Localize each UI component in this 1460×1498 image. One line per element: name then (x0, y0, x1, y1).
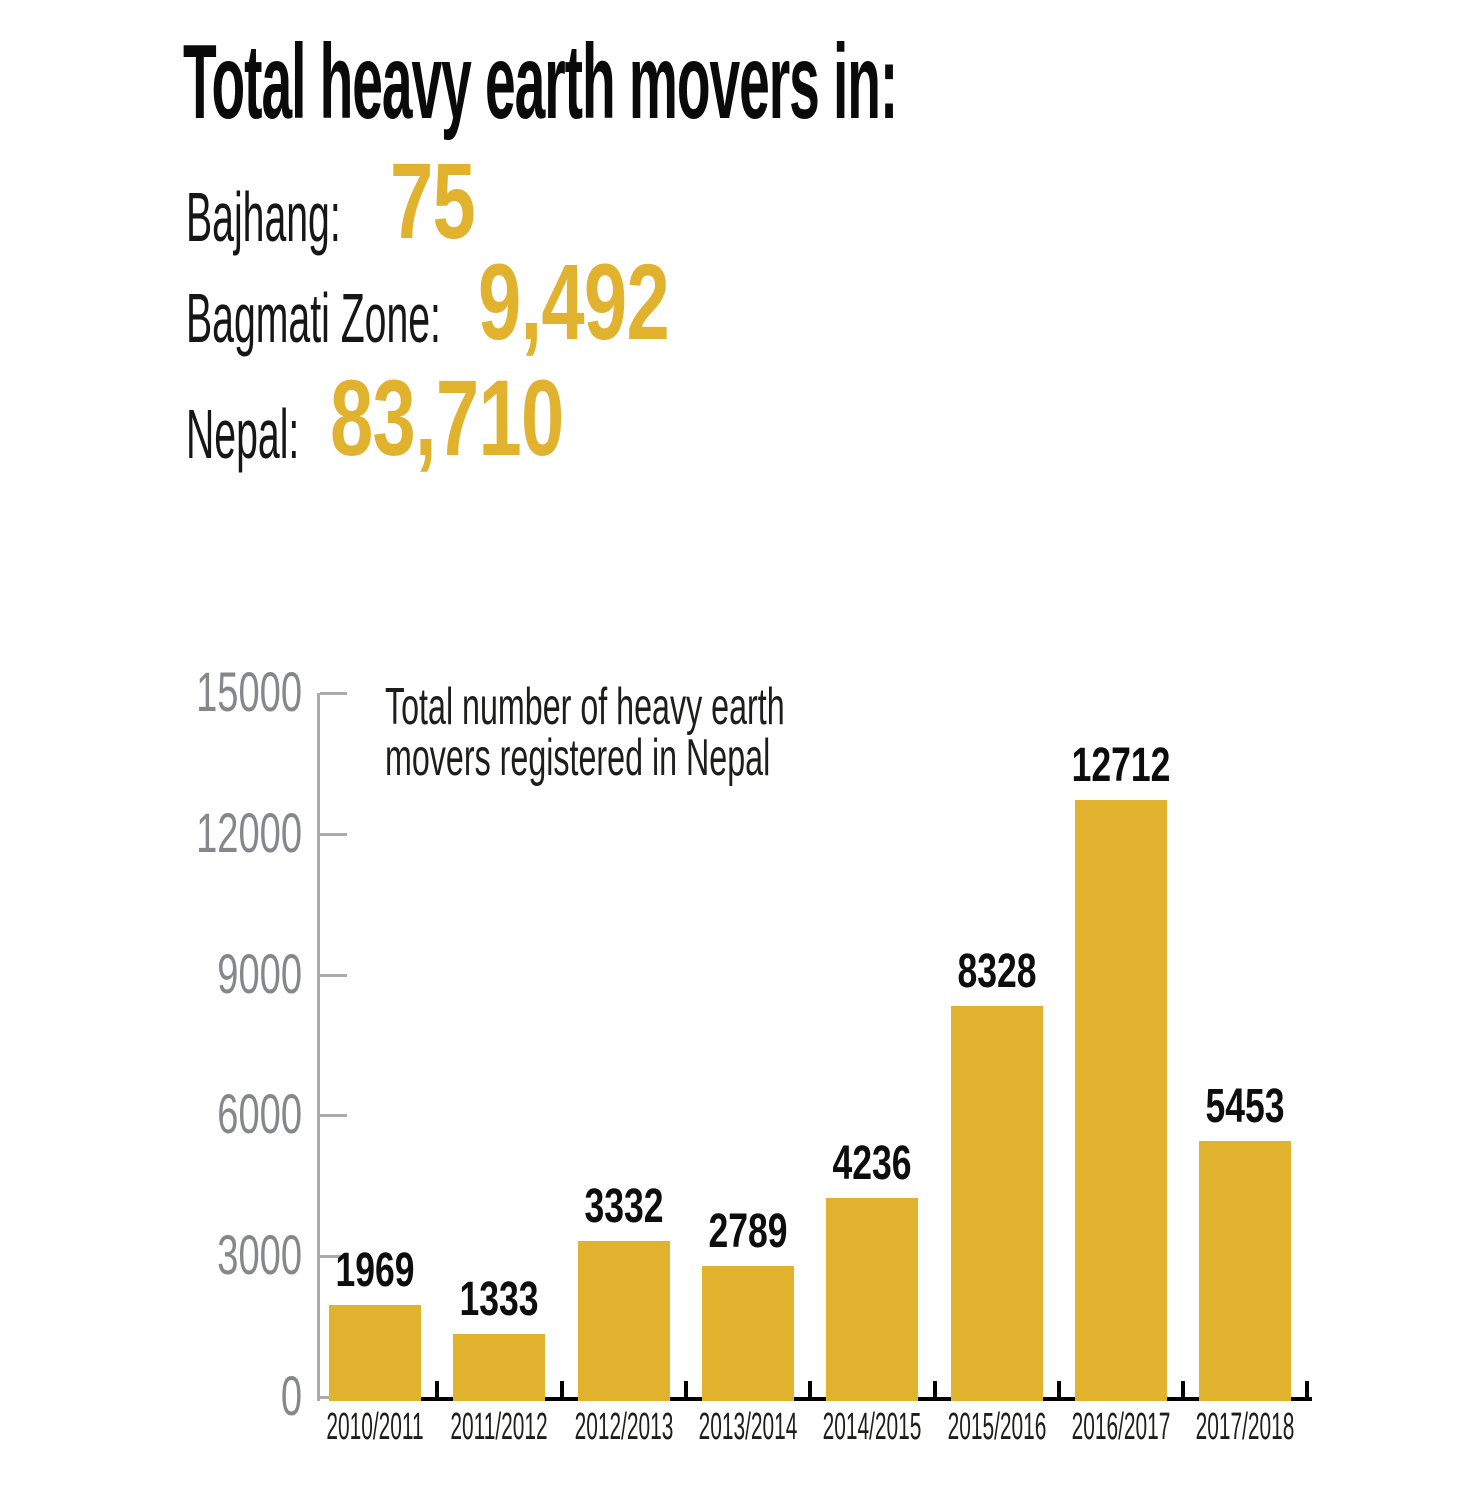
x-axis-tick-label: 2013/2014 (698, 1406, 798, 1448)
bar-value-label: 2789 (708, 1205, 788, 1259)
bar (702, 1266, 795, 1401)
y-axis-tick-label: 3000 (217, 1223, 302, 1287)
bar-value-label: 1969 (335, 1243, 415, 1297)
bar-value-label: 1333 (459, 1273, 539, 1327)
chart-title-line1: Total number of heavy earth (385, 678, 785, 736)
bar (577, 1240, 670, 1401)
chart-title: Total number of heavy earth movers regis… (385, 681, 785, 787)
stat-label-bagmati-zone: Bagmati Zone: (186, 279, 441, 357)
x-axis-tick-label: 2010/2011 (326, 1406, 424, 1448)
x-axis-tick (1056, 1381, 1061, 1401)
x-axis-tick (683, 1381, 688, 1401)
y-axis-tick (320, 1255, 347, 1259)
bar (1199, 1141, 1292, 1401)
bar (950, 1006, 1043, 1401)
x-axis-tick (559, 1381, 564, 1401)
y-axis-tick-label: 12000 (196, 800, 302, 864)
bar (1074, 800, 1167, 1401)
y-axis-tick-label: 0 (280, 1364, 302, 1427)
y-axis-tick-label: 6000 (217, 1082, 302, 1146)
stat-label-nepal: Nepal: (186, 395, 300, 473)
y-axis-tick (320, 1114, 347, 1118)
x-axis-tick (435, 1381, 440, 1401)
x-axis-tick-label: 2011/2012 (450, 1406, 549, 1448)
page-title: Total heavy earth movers in: (183, 23, 898, 141)
stat-value-bagmati-zone: 9,492 (478, 241, 670, 362)
bar-value-label: 8328 (957, 945, 1037, 999)
bar-value-label: 5453 (1205, 1080, 1285, 1134)
x-axis-tick (1305, 1381, 1310, 1401)
y-axis-tick (320, 832, 347, 836)
chart-title-line2: movers registered in Nepal (385, 729, 771, 787)
y-axis-tick (320, 692, 347, 695)
stat-value-bajhang: 75 (390, 140, 476, 261)
x-axis-tick-label: 2014/2015 (822, 1406, 922, 1448)
stat-label-bajhang: Bajhang: (186, 178, 341, 256)
x-axis-tick-label: 2016/2017 (1071, 1406, 1171, 1448)
x-axis-tick (1181, 1381, 1186, 1401)
y-axis-tick-label: 9000 (217, 941, 302, 1005)
bar (453, 1334, 546, 1401)
x-axis-tick-label: 2012/2013 (574, 1406, 674, 1448)
x-axis-tick-label: 2017/2018 (1195, 1406, 1295, 1448)
y-axis-tick (320, 973, 347, 977)
stat-value-nepal: 83,710 (330, 357, 564, 478)
x-axis-tick (932, 1381, 937, 1401)
y-axis-tick-label: 15000 (196, 660, 302, 723)
x-axis-tick-label: 2015/2016 (947, 1406, 1047, 1448)
x-axis-line (333, 1397, 1312, 1401)
bar (329, 1304, 422, 1401)
x-axis-tick (808, 1381, 813, 1401)
bar-value-label: 4236 (832, 1137, 912, 1191)
bar-value-label: 3332 (584, 1179, 664, 1233)
bar-value-label: 12712 (1071, 739, 1171, 793)
bar (826, 1198, 919, 1401)
y-axis-line (317, 693, 320, 1401)
